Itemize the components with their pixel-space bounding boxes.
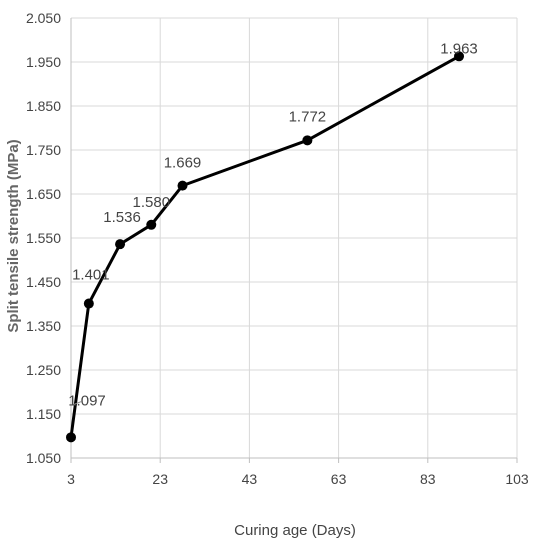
y-tick-label: 1.350 [26, 318, 61, 334]
label-leader-line [73, 400, 83, 405]
x-tick-label: 83 [420, 471, 436, 487]
data-label: 1.580 [133, 194, 171, 211]
data-label: 1.097 [68, 392, 106, 409]
x-tick-label: 43 [242, 471, 258, 487]
data-label: 1.536 [103, 209, 141, 226]
y-tick-label: 1.850 [26, 98, 61, 114]
x-tick-label: 3 [67, 471, 75, 487]
data-point [146, 219, 157, 230]
y-axis-title: Split tensile strength (MPa) [5, 139, 22, 332]
data-label: 1.963 [440, 40, 478, 57]
data-point [66, 432, 76, 443]
data-point [454, 51, 465, 62]
y-tick-label: 2.050 [26, 10, 61, 26]
grid-layer [70, 17, 518, 459]
data-point [115, 239, 126, 250]
y-tick-label: 1.150 [26, 406, 61, 422]
data-label: 1.401 [72, 267, 110, 284]
series-layer [66, 51, 465, 443]
data-point [83, 298, 94, 309]
axis-layer [70, 18, 518, 463]
x-tick-label: 63 [331, 471, 347, 487]
y-tick-label: 1.450 [26, 274, 61, 290]
data-label: 1.772 [289, 108, 327, 125]
y-tick-label: 1.750 [26, 142, 61, 158]
x-tick-label: 23 [152, 471, 168, 487]
series-line [69, 54, 460, 438]
y-tick-label: 1.950 [26, 54, 61, 70]
y-tick-label: 1.050 [26, 450, 61, 466]
y-tick-label: 1.250 [26, 362, 61, 378]
y-tick-label: 1.650 [26, 186, 61, 202]
data-label: 1.669 [164, 155, 202, 172]
data-point [302, 135, 313, 146]
x-tick-label: 103 [505, 471, 529, 487]
tick-labels: 1.050 1.150 1.250 1.350 1.450 1.550 1.650 1.750… [26, 10, 529, 487]
x-axis-title: Curing age (Days) [234, 522, 356, 539]
y-tick-label: 1.550 [26, 230, 61, 246]
data-point [177, 180, 188, 191]
